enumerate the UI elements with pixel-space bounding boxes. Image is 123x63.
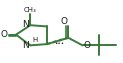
Text: N: N <box>22 20 29 29</box>
Text: H: H <box>33 37 38 43</box>
Text: •••: ••• <box>54 41 64 46</box>
Text: O: O <box>60 17 67 26</box>
Text: N: N <box>22 41 29 50</box>
Text: O: O <box>84 42 91 50</box>
Text: O: O <box>1 30 8 39</box>
Text: CH₃: CH₃ <box>24 7 37 13</box>
